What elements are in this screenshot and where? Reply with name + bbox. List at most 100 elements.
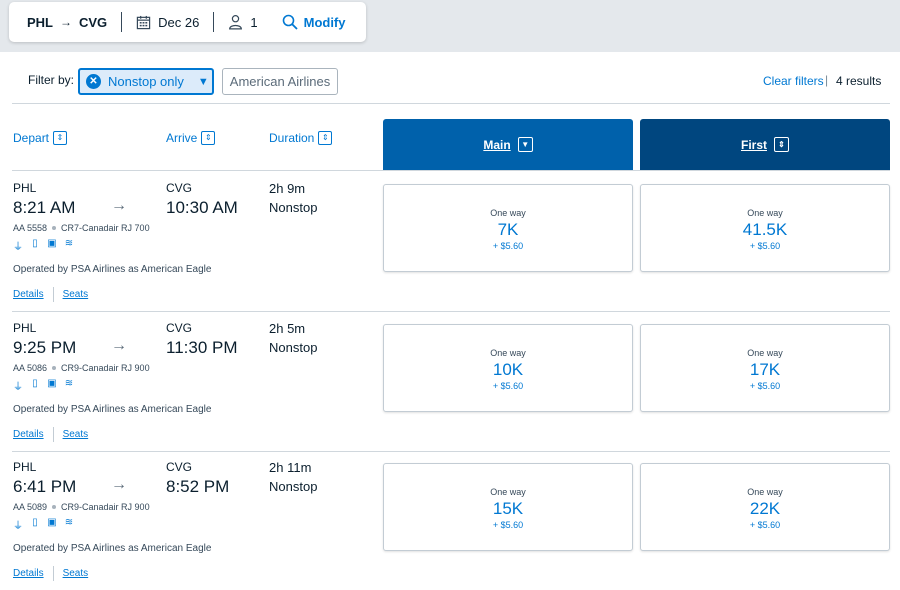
arrive-time: 10:30 AM xyxy=(166,198,238,217)
arrive-code: CVG xyxy=(166,321,193,335)
modify-button[interactable]: Modify xyxy=(282,14,346,30)
sort-down-icon: ▼ xyxy=(517,137,533,152)
flight-number: AA 5089 xyxy=(13,502,48,512)
depart-time: 6:41 PM xyxy=(13,477,77,496)
destination-code: CVG xyxy=(79,14,108,30)
flight-number: AA 5086 xyxy=(13,363,48,373)
first-cabin-label: First xyxy=(740,137,767,152)
power-plug-icon: ⏚ xyxy=(13,382,23,393)
amenities: ⏚ ▯ ▣ ≋ xyxy=(13,238,74,253)
fare-label: One way xyxy=(490,208,526,218)
nonstop-filter-chip[interactable]: ✕ Nonstop only ▼ xyxy=(78,68,214,95)
nonstop-filter-label: Nonstop only xyxy=(108,74,184,89)
divider xyxy=(52,427,54,442)
close-icon[interactable]: ✕ xyxy=(86,74,101,89)
main-fare-card[interactable]: One way 7K + $5.60 xyxy=(383,184,633,272)
mobile-device-icon: ▣ xyxy=(47,378,57,389)
search-summary-band: PHL → CVG Dec 26 1 xyxy=(0,0,900,52)
flight-links: Details Seats xyxy=(13,427,88,442)
dot-separator xyxy=(52,366,57,370)
depart-code: PHL xyxy=(13,460,37,474)
fare-tax: + $5.60 xyxy=(749,381,781,391)
duration: 2h 9m xyxy=(269,181,306,196)
fare-label: One way xyxy=(747,208,783,218)
depart-time: 8:21 AM xyxy=(13,198,76,217)
flight-info: AA 5086 CR9-Canadair RJ 900 xyxy=(13,363,150,373)
fare-miles: 10K xyxy=(492,360,524,379)
main-cabin-header[interactable]: Main ▼ xyxy=(383,119,633,170)
main-cabin-label: Main xyxy=(483,137,511,152)
fare-miles: 17K xyxy=(749,360,781,379)
sort-arrive[interactable]: Arrive ⇕ xyxy=(166,131,216,145)
fare-miles: 41.5K xyxy=(742,220,788,239)
flight-links: Details Seats xyxy=(13,287,88,302)
fare-miles: 7K xyxy=(497,220,519,239)
fare-tax: + $5.60 xyxy=(749,520,781,530)
sort-icon: ⇕ xyxy=(774,137,789,152)
search-summary[interactable]: PHL → CVG Dec 26 1 xyxy=(9,2,366,42)
sort-depart[interactable]: Depart ⇕ xyxy=(13,131,68,145)
flight-info: AA 5558 CR7-Canadair RJ 700 xyxy=(13,223,150,233)
passenger-count: 1 xyxy=(228,14,258,30)
aircraft: CR7-Canadair RJ 700 xyxy=(61,223,150,233)
sort-icon: ⇕ xyxy=(201,131,216,145)
amenities: ⏚ ▯ ▣ ≋ xyxy=(13,517,74,532)
fare-label: One way xyxy=(747,348,783,358)
origin-code: PHL xyxy=(27,14,53,30)
power-plug-icon: ⏚ xyxy=(13,242,23,253)
mobile-device-icon: ▣ xyxy=(47,238,57,249)
filter-bar: Filter by: ✕ Nonstop only ▼ American Air… xyxy=(0,52,900,104)
passenger-number: 1 xyxy=(250,14,258,30)
flight-number: AA 5558 xyxy=(13,223,48,233)
first-fare-card[interactable]: One way 17K + $5.60 xyxy=(640,324,890,412)
seats-link[interactable]: Seats xyxy=(62,429,89,440)
usb-icon: ▯ xyxy=(32,378,38,389)
seats-link[interactable]: Seats xyxy=(62,289,89,300)
main-fare-card[interactable]: One way 15K + $5.60 xyxy=(383,463,633,551)
first-fare-card[interactable]: One way 22K + $5.60 xyxy=(640,463,890,551)
first-cabin-header[interactable]: First ⇕ xyxy=(640,119,890,170)
route: PHL → CVG xyxy=(27,15,107,30)
arrow-right-icon: → xyxy=(111,197,127,214)
dot-separator xyxy=(52,226,57,230)
divider xyxy=(12,103,890,104)
arrive-header: Arrive xyxy=(166,131,198,145)
caret-down-icon: ▼ xyxy=(197,75,209,88)
arrow-right-icon: → xyxy=(111,476,127,493)
details-link[interactable]: Details xyxy=(13,429,44,440)
fare-miles: 15K xyxy=(492,499,524,518)
divider xyxy=(213,12,215,32)
details-link[interactable]: Details xyxy=(13,289,44,300)
arrive-time: 8:52 PM xyxy=(166,477,230,496)
arrow-right-icon: → xyxy=(60,15,72,29)
depart-time: 9:25 PM xyxy=(13,338,77,357)
duration-header: Duration xyxy=(269,131,315,145)
flight-info: AA 5089 CR9-Canadair RJ 900 xyxy=(13,502,150,512)
fare-label: One way xyxy=(490,487,526,497)
first-fare-card[interactable]: One way 41.5K + $5.60 xyxy=(640,184,890,272)
arrive-time: 11:30 PM xyxy=(166,338,238,357)
mobile-device-icon: ▣ xyxy=(47,517,57,528)
sort-icon: ⇕ xyxy=(53,131,68,145)
seats-link[interactable]: Seats xyxy=(62,568,89,579)
airline-filter-label: American Airlines xyxy=(229,74,331,89)
depart-code: PHL xyxy=(13,181,37,195)
operated-by: Operated by PSA Airlines as American Eag… xyxy=(13,543,212,554)
stops: Nonstop xyxy=(269,200,318,215)
calendar-icon xyxy=(136,15,151,29)
operated-by: Operated by PSA Airlines as American Eag… xyxy=(13,404,212,415)
clear-filters-link[interactable]: Clear filters xyxy=(763,74,824,88)
details-link[interactable]: Details xyxy=(13,568,44,579)
depart-code: PHL xyxy=(13,321,37,335)
airline-filter-chip[interactable]: American Airlines xyxy=(222,68,338,95)
fare-tax: + $5.60 xyxy=(749,241,781,251)
flight-links: Details Seats xyxy=(13,566,88,581)
duration: 2h 5m xyxy=(269,321,306,336)
usb-icon: ▯ xyxy=(32,517,38,528)
divider xyxy=(12,451,890,452)
dot-separator xyxy=(52,505,57,509)
main-fare-card[interactable]: One way 10K + $5.60 xyxy=(383,324,633,412)
flight-row: PHL 9:25 PM → CVG 11:30 PM 2h 5m Nonstop… xyxy=(0,311,900,451)
amenities: ⏚ ▯ ▣ ≋ xyxy=(13,378,74,393)
sort-duration[interactable]: Duration ⇕ xyxy=(269,131,333,145)
